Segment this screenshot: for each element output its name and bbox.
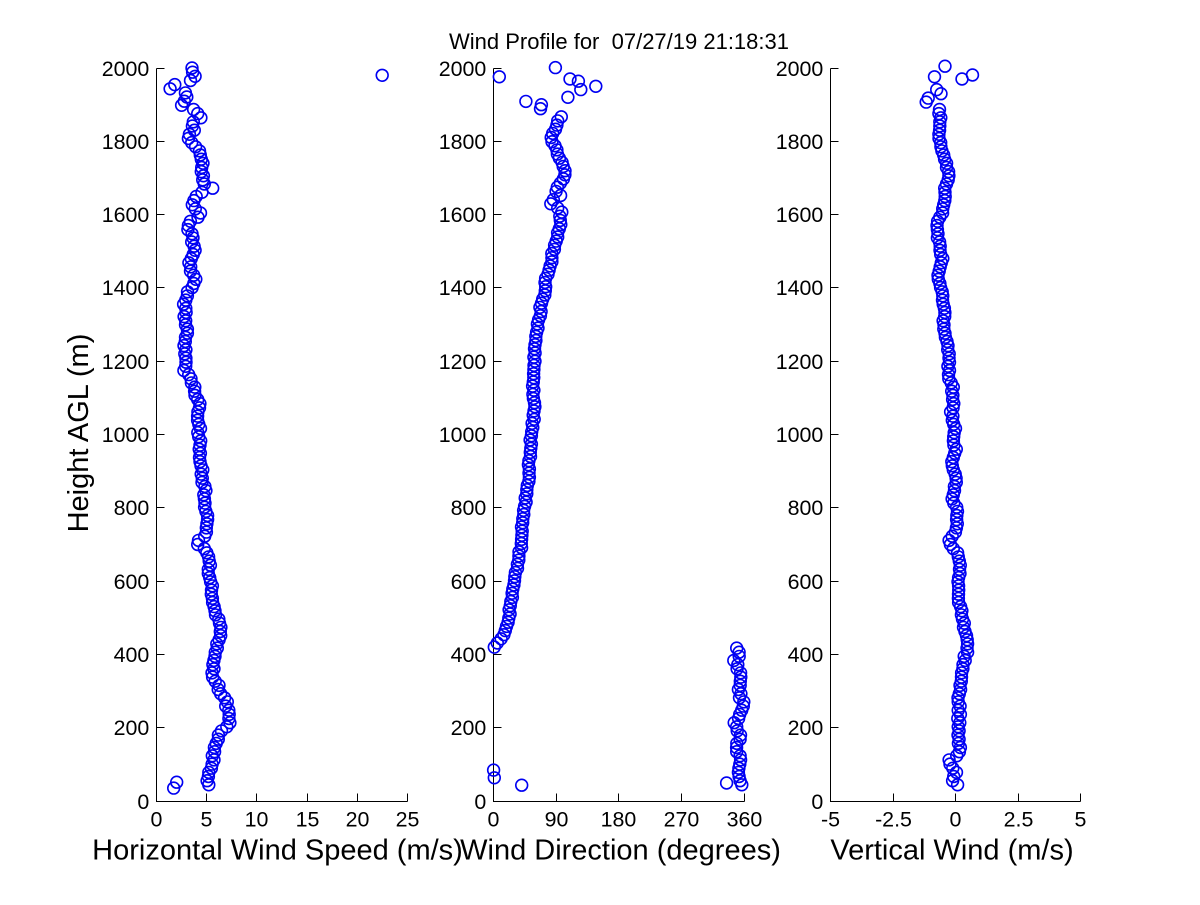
svg-text:10: 10 xyxy=(245,808,269,832)
svg-text:1800: 1800 xyxy=(776,130,824,154)
svg-text:-2.5: -2.5 xyxy=(875,808,912,832)
svg-text:1400: 1400 xyxy=(439,276,487,300)
svg-text:400: 400 xyxy=(451,643,487,667)
svg-text:270: 270 xyxy=(664,808,700,832)
svg-text:Wind Direction (degrees): Wind Direction (degrees) xyxy=(460,835,781,867)
svg-text:15: 15 xyxy=(296,808,320,832)
svg-text:200: 200 xyxy=(451,716,487,740)
svg-text:400: 400 xyxy=(114,643,150,667)
svg-text:0: 0 xyxy=(811,790,823,814)
svg-text:400: 400 xyxy=(788,643,824,667)
svg-text:90: 90 xyxy=(545,808,569,832)
svg-text:180: 180 xyxy=(601,808,637,832)
svg-text:-5: -5 xyxy=(821,808,840,832)
svg-text:25: 25 xyxy=(396,808,420,832)
svg-text:800: 800 xyxy=(114,496,150,520)
svg-text:0: 0 xyxy=(151,808,163,832)
svg-text:5: 5 xyxy=(1075,808,1087,832)
svg-text:5: 5 xyxy=(201,808,213,832)
svg-text:2000: 2000 xyxy=(776,57,824,81)
svg-text:1600: 1600 xyxy=(439,203,487,227)
svg-text:600: 600 xyxy=(114,570,150,594)
svg-text:20: 20 xyxy=(346,808,370,832)
svg-text:800: 800 xyxy=(788,496,824,520)
svg-text:Wind Profile for 07/27/19 21:: Wind Profile for 07/27/19 21:18:31 xyxy=(449,29,789,54)
svg-text:600: 600 xyxy=(788,570,824,594)
svg-text:0: 0 xyxy=(488,808,500,832)
svg-text:800: 800 xyxy=(451,496,487,520)
svg-text:1800: 1800 xyxy=(439,130,487,154)
svg-text:Height AGL (m): Height AGL (m) xyxy=(63,334,95,533)
svg-text:0: 0 xyxy=(137,790,149,814)
svg-text:1000: 1000 xyxy=(776,423,824,447)
svg-text:2000: 2000 xyxy=(439,57,487,81)
svg-text:200: 200 xyxy=(788,716,824,740)
svg-text:1800: 1800 xyxy=(102,130,150,154)
svg-text:600: 600 xyxy=(451,570,487,594)
svg-text:1200: 1200 xyxy=(776,350,824,374)
svg-text:2.5: 2.5 xyxy=(1004,808,1034,832)
svg-text:Vertical Wind (m/s): Vertical Wind (m/s) xyxy=(830,835,1073,867)
svg-text:1400: 1400 xyxy=(102,276,150,300)
svg-text:0: 0 xyxy=(474,790,486,814)
svg-text:360: 360 xyxy=(727,808,763,832)
svg-text:1400: 1400 xyxy=(776,276,824,300)
svg-text:2000: 2000 xyxy=(102,57,150,81)
svg-text:200: 200 xyxy=(114,716,150,740)
svg-text:1000: 1000 xyxy=(439,423,487,447)
svg-text:1000: 1000 xyxy=(102,423,150,447)
svg-text:1600: 1600 xyxy=(776,203,824,227)
svg-text:1600: 1600 xyxy=(102,203,150,227)
svg-text:0: 0 xyxy=(950,808,962,832)
svg-text:1200: 1200 xyxy=(102,350,150,374)
svg-text:1200: 1200 xyxy=(439,350,487,374)
svg-text:Horizontal Wind Speed (m/s): Horizontal Wind Speed (m/s) xyxy=(92,835,463,867)
